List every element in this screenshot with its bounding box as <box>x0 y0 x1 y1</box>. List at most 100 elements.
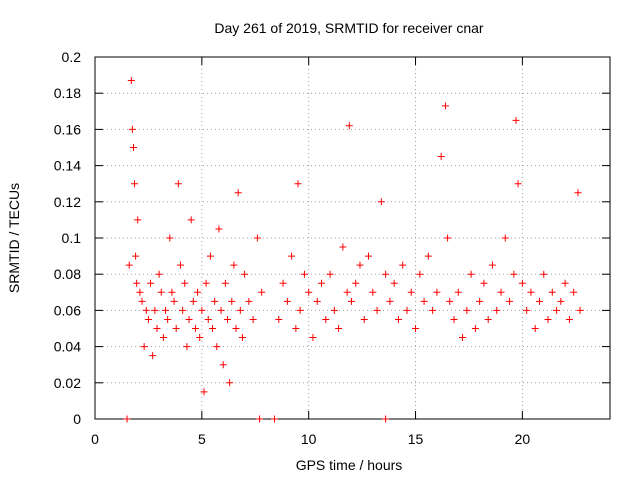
data-point <box>131 180 139 188</box>
data-point <box>518 279 526 287</box>
data-point <box>151 306 159 314</box>
y-tick-label: 0.14 <box>54 158 81 174</box>
data-point <box>531 325 539 332</box>
data-point <box>412 325 420 332</box>
x-tick-label: 10 <box>301 431 317 447</box>
data-point <box>527 288 535 296</box>
data-point <box>232 325 240 332</box>
data-point <box>132 252 140 260</box>
data-point <box>557 297 565 305</box>
data-point <box>459 334 467 342</box>
x-tick-label: 15 <box>408 431 424 447</box>
x-axis-label: GPS time / hours <box>296 457 403 473</box>
data-point <box>125 261 133 269</box>
y-tick-label: 0.06 <box>54 302 81 318</box>
data-point <box>221 279 229 287</box>
data-point <box>565 315 573 323</box>
data-point <box>157 288 165 296</box>
data-point <box>194 288 202 296</box>
data-point <box>369 288 377 296</box>
data-point <box>420 297 428 305</box>
zero-marker <box>123 415 131 423</box>
data-point <box>200 388 208 396</box>
data-point <box>245 297 253 305</box>
data-point <box>211 297 219 305</box>
data-point <box>399 261 407 269</box>
data-point <box>463 306 471 314</box>
data-point <box>172 325 180 332</box>
data-point <box>335 325 343 332</box>
data-point <box>191 325 199 332</box>
data-point <box>501 234 509 242</box>
data-point <box>219 361 227 369</box>
data-point <box>523 306 531 314</box>
data-point <box>330 306 338 314</box>
data-point <box>544 315 552 323</box>
y-tick-label: 0.1 <box>62 230 82 246</box>
y-tick-label: 0.12 <box>54 194 81 210</box>
data-point <box>164 315 172 323</box>
data-point <box>275 315 283 323</box>
data-point <box>480 279 488 287</box>
zero-marker <box>382 415 390 423</box>
data-point <box>450 315 458 323</box>
data-point <box>162 306 170 314</box>
data-point <box>394 315 402 323</box>
data-point <box>174 180 182 188</box>
data-point <box>318 279 326 287</box>
data-point <box>540 270 548 278</box>
chart-title: Day 261 of 2019, SRMTID for receiver cna… <box>214 20 484 36</box>
data-point <box>300 270 308 278</box>
x-tick-label: 5 <box>198 431 206 447</box>
data-point <box>309 334 317 342</box>
data-point <box>223 315 231 323</box>
data-point <box>553 306 561 314</box>
data-point <box>446 297 454 305</box>
data-point <box>279 279 287 287</box>
data-point <box>206 252 214 260</box>
data-point <box>226 379 234 387</box>
data-point <box>181 279 189 287</box>
data-point <box>136 288 144 296</box>
data-point <box>204 315 212 323</box>
grid-lines <box>95 57 610 419</box>
data-point <box>138 297 146 305</box>
data-point <box>574 189 582 197</box>
data-point <box>134 216 142 224</box>
data-point <box>153 325 161 332</box>
data-point <box>234 189 242 197</box>
data-point <box>202 279 210 287</box>
data-point <box>476 297 484 305</box>
data-point <box>140 343 148 351</box>
data-point <box>155 270 163 278</box>
data-point <box>506 297 514 305</box>
data-point <box>339 243 347 251</box>
y-tick-label: 0.18 <box>54 85 81 101</box>
data-point <box>147 279 155 287</box>
data-point <box>352 279 360 287</box>
data-point <box>133 279 141 287</box>
y-axis-label: SRMTID / TECUs <box>6 183 22 293</box>
data-point <box>292 325 300 332</box>
data-point <box>176 261 184 269</box>
axis-ticks: 0 0.02 0.04 0.06 0.08 0.1 0.12 0.14 0.16 0.18 0.2 0… <box>54 49 610 447</box>
data-point <box>561 279 569 287</box>
data-point <box>238 334 246 342</box>
data-point <box>484 315 492 323</box>
data-point <box>514 180 522 188</box>
data-point <box>510 270 518 278</box>
y-tick-label: 0.08 <box>54 266 81 282</box>
data-point <box>142 306 150 314</box>
data-point <box>403 306 411 314</box>
data-point <box>170 297 178 305</box>
data-point <box>258 288 266 296</box>
data-point <box>215 225 223 233</box>
data-point <box>322 315 330 323</box>
y-tick-label: 0.02 <box>54 375 81 391</box>
data-point <box>497 288 505 296</box>
data-point <box>189 297 197 305</box>
data-point <box>444 234 452 242</box>
data-point <box>407 288 415 296</box>
data-point <box>382 270 390 278</box>
